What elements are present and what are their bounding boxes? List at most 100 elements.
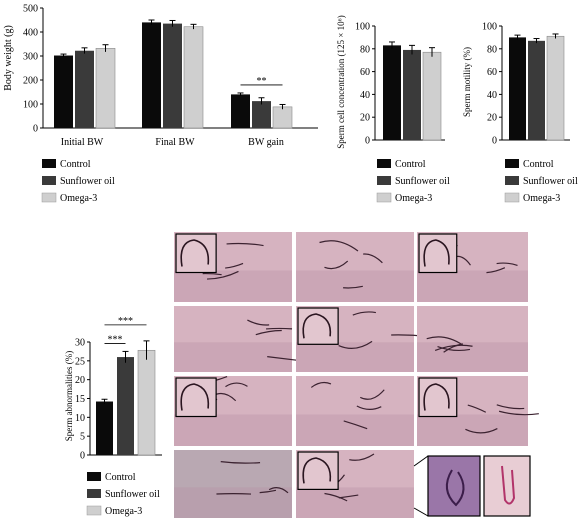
y-tick-label: 20 <box>487 113 497 124</box>
zoom-panel <box>484 456 530 516</box>
y-tick-label: 60 <box>360 67 370 78</box>
legend-swatch-control <box>505 159 519 168</box>
legend-swatch-sunflower <box>377 176 391 185</box>
legend-label-control: Control <box>523 159 554 170</box>
bw-bars <box>54 20 292 128</box>
bar <box>547 36 564 140</box>
y-tick-label: 0 <box>492 136 497 147</box>
bar <box>117 357 134 455</box>
bar <box>163 24 182 128</box>
y-tick-label: 200 <box>23 76 38 87</box>
legend-label-omega3: Omega-3 <box>523 193 560 204</box>
micrograph-shade <box>174 487 292 518</box>
bar <box>528 41 545 140</box>
bar <box>383 45 401 140</box>
bw-xtick-final: Final BW <box>155 137 195 148</box>
conc-legend: Control Sunflower oil Omega-3 <box>377 159 450 204</box>
legend-swatch-sunflower <box>87 489 101 498</box>
y-tick-label: 10 <box>75 413 85 424</box>
legend-swatch-sunflower <box>42 176 56 185</box>
bar <box>96 48 115 128</box>
micrograph-shade <box>296 415 414 447</box>
abn-bars <box>96 341 155 455</box>
significance-label: ** <box>257 76 267 87</box>
y-tick-label: 400 <box>23 28 38 39</box>
y-tick-label: 0 <box>33 124 38 135</box>
bar <box>54 56 73 128</box>
micrograph-shade <box>174 415 292 447</box>
bw-xtick-initial: Initial BW <box>61 137 104 148</box>
legend-label-control: Control <box>395 159 426 170</box>
significance-label: *** <box>108 334 123 345</box>
legend-swatch-omega3 <box>377 193 391 202</box>
micrograph-shade <box>417 271 528 303</box>
y-tick-label: 80 <box>487 44 497 55</box>
bar <box>273 107 292 128</box>
legend-swatch-omega3 <box>505 193 519 202</box>
conc-bars <box>383 42 441 140</box>
legend-label-sunflower: Sunflower oil <box>105 489 160 500</box>
y-tick-label: 30 <box>75 338 85 349</box>
y-tick-label: 15 <box>75 394 85 405</box>
bar <box>231 94 250 128</box>
micrograph-shade <box>417 415 528 447</box>
micrograph-shade <box>296 271 414 303</box>
abn-legend: Control Sunflower oil Omega-3 <box>87 472 160 517</box>
bw-ylabel: Body weight (g) <box>3 25 14 91</box>
zoom-connector <box>414 456 428 466</box>
bar <box>184 27 203 128</box>
bw-xtick-gain: BW gain <box>248 137 284 148</box>
legend-swatch-sunflower <box>505 176 519 185</box>
abn-annotations: *** *** <box>105 316 147 346</box>
conc-ylabel: Sperm cell concentration (125 × 10⁶) <box>336 15 346 148</box>
micrograph-shade <box>174 271 292 303</box>
legend-label-omega3: Omega-3 <box>395 193 432 204</box>
legend-swatch-omega3 <box>42 193 56 202</box>
micrograph-grid <box>174 232 539 518</box>
significance-label: *** <box>118 316 133 327</box>
bar <box>423 52 441 140</box>
legend-label-sunflower: Sunflower oil <box>395 176 450 187</box>
legend-swatch-control <box>42 159 56 168</box>
bar <box>509 37 526 140</box>
sperm-abnormalities-chart: Sperm abnormalities (%) 0 5 10 15 20 25 30 ***… <box>64 316 162 462</box>
y-tick-label: 20 <box>360 113 370 124</box>
y-tick-label: 5 <box>80 432 85 443</box>
legend-swatch-control <box>87 472 101 481</box>
legend-swatch-control <box>377 159 391 168</box>
y-tick-label: 40 <box>360 90 370 101</box>
legend-label-control: Control <box>60 159 91 170</box>
bar <box>75 51 94 128</box>
bar <box>403 50 421 140</box>
y-tick-label: 300 <box>23 52 38 63</box>
motility-legend: Control Sunflower oil Omega-3 <box>505 159 578 204</box>
bar <box>96 402 113 455</box>
micrograph-shade <box>296 342 414 372</box>
legend-label-sunflower: Sunflower oil <box>523 176 578 187</box>
legend-label-control: Control <box>105 472 136 483</box>
y-tick-label: 100 <box>355 22 370 33</box>
motility-ylabel: Sperm motility (%) <box>462 47 472 117</box>
micrograph-shade <box>417 342 528 372</box>
y-tick-label: 0 <box>365 136 370 147</box>
y-tick-label: 40 <box>487 90 497 101</box>
y-tick-label: 0 <box>80 451 85 462</box>
micrograph-shade <box>296 487 414 518</box>
legend-swatch-omega3 <box>87 506 101 515</box>
legend-label-sunflower: Sunflower oil <box>60 176 115 187</box>
sperm-cell <box>266 328 292 329</box>
bar <box>252 101 271 128</box>
abn-ylabel: Sperm abnormalities (%) <box>64 351 74 441</box>
bar <box>142 22 161 128</box>
zoom-panel <box>428 456 480 516</box>
sperm-concentration-chart: Sperm cell concentration (125 × 10⁶) 0 20… <box>336 15 445 148</box>
y-tick-label: 25 <box>75 356 85 367</box>
y-tick-label: 20 <box>75 375 85 386</box>
bw-legend: Control Sunflower oil Omega-3 <box>42 159 115 204</box>
y-tick-label: 80 <box>360 44 370 55</box>
y-tick-label: 60 <box>487 67 497 78</box>
legend-label-omega3: Omega-3 <box>105 506 142 517</box>
